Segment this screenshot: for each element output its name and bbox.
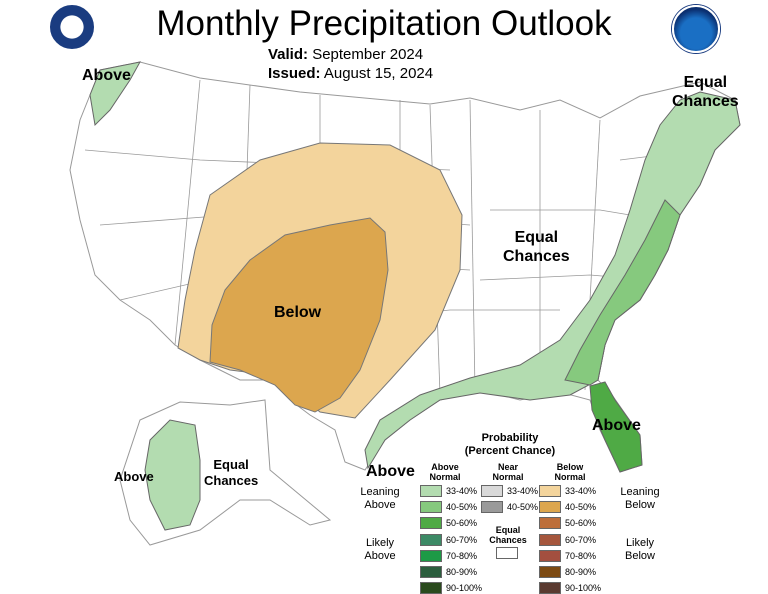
legend-leaning-below-line1: Leaning <box>620 486 660 498</box>
label-equal-central-line1: Equal <box>514 229 559 246</box>
legend-col-above: Above Normal <box>420 462 470 482</box>
legend-below-range-label: 40-50% <box>565 502 597 513</box>
legend-below-swatch <box>539 501 561 514</box>
legend-below-swatch <box>539 517 561 530</box>
legend-col-near-line1: Near <box>497 462 518 472</box>
legend-below-range-label: 50-60% <box>565 518 597 529</box>
legend-likely-below: Likely Below <box>612 537 668 563</box>
legend-above-swatch <box>420 549 442 562</box>
legend-col-below-line2: Normal <box>554 472 586 482</box>
legend-near-swatch <box>481 485 503 497</box>
label-above-se: Above <box>592 417 641 434</box>
legend-title: Probability (Percent Chance) <box>450 432 570 458</box>
legend-above-range-label: 80-90% <box>446 567 478 577</box>
legend-col-near-line2: Normal <box>492 472 524 482</box>
legend-above-swatch <box>420 501 442 514</box>
legend-above-swatch <box>420 485 442 497</box>
legend-likely-above: Likely Above <box>352 537 408 563</box>
legend-below-swatch <box>539 533 561 546</box>
legend-above-range-label: 90-100% <box>446 583 483 594</box>
legend-above-swatch <box>420 533 442 546</box>
legend-near-range-label: 40-50% <box>507 502 539 513</box>
legend-equal-line2: Chances <box>489 535 527 545</box>
legend-below-range-label: 60-70% <box>565 534 597 545</box>
legend-col-above-line2: Normal <box>429 472 461 482</box>
alaska-above-region <box>144 419 201 531</box>
legend-col-below: Below Normal <box>545 462 595 482</box>
legend-above-range-label: 70-80% <box>446 550 478 561</box>
legend-near-swatch <box>481 501 503 514</box>
legend-leaning-above: Leaning Above <box>352 486 408 512</box>
legend-equal-line1: Equal <box>495 525 521 535</box>
legend-leaning-below-line2: Below <box>625 499 655 511</box>
legend-below-range-label: 80-90% <box>565 567 597 577</box>
legend-below-swatch <box>539 549 561 562</box>
label-equal-central: Equal Chances <box>503 228 570 266</box>
legend-likely-above-line1: Likely <box>365 537 395 549</box>
label-above-nw: Above <box>82 67 131 84</box>
legend-title-line2: (Percent Chance) <box>464 445 556 457</box>
legend-above-range-label: 60-70% <box>446 534 478 545</box>
legend-col-above-line1: Above <box>431 462 459 472</box>
legend-near-range-label: 33-40% <box>507 486 539 496</box>
legend-equal-swatch <box>496 547 518 559</box>
legend-above-swatch <box>420 566 442 578</box>
legend-col-below-line1: Below <box>556 462 584 472</box>
label-equal-ne-line1: Equal <box>683 74 728 91</box>
nw-above-region <box>89 61 141 127</box>
legend-above-range-label: 50-60% <box>446 518 478 529</box>
label-equal-ak-line2: Chances <box>204 473 259 488</box>
legend-below-range-label: 70-80% <box>565 550 597 561</box>
label-equal-ak-line1: Equal <box>213 457 249 472</box>
issued-value: August 15, 2024 <box>323 65 434 82</box>
legend-leaning-above-line2: Above <box>364 499 396 511</box>
legend-below-swatch <box>539 566 561 578</box>
legend-equal-chances: Equal Chances <box>483 525 533 545</box>
legend-below-swatch <box>539 582 561 594</box>
legend-above-range-label: 33-40% <box>446 486 478 496</box>
legend-title-line1: Probability <box>481 432 539 444</box>
valid-value: September 2024 <box>312 46 424 63</box>
legend-likely-below-line2: Below <box>625 550 655 562</box>
legend-likely-above-line2: Above <box>364 550 396 562</box>
legend-col-near: Near Normal <box>483 462 533 482</box>
issued-label: Issued: <box>268 65 321 82</box>
label-above-ak: Above <box>114 469 154 484</box>
legend-above-range-label: 40-50% <box>446 502 478 513</box>
legend-likely-below-line1: Likely <box>625 537 655 549</box>
legend-above-swatch <box>420 582 442 594</box>
legend-below-swatch <box>539 485 561 497</box>
legend: Probability (Percent Chance) Above Norma… <box>350 430 768 594</box>
valid-line: Valid: September 2024 <box>268 46 423 63</box>
legend-below-range-label: 33-40% <box>565 486 597 496</box>
east-above-likely-region <box>564 199 681 386</box>
label-equal-ak: Equal Chances <box>204 457 258 489</box>
legend-leaning-below: Leaning Below <box>612 486 668 512</box>
label-above-gulf: Above <box>366 463 415 480</box>
florida-above-region <box>589 381 643 473</box>
label-equal-central-line2: Chances <box>503 248 570 265</box>
label-equal-ne-line2: Chances <box>672 93 739 110</box>
legend-leaning-above-line1: Leaning <box>360 486 400 498</box>
label-below: Below <box>274 304 322 321</box>
page-title: Monthly Precipitation Outlook <box>156 4 612 43</box>
label-equal-ne: Equal Chances <box>672 73 739 111</box>
issued-line: Issued: August 15, 2024 <box>268 65 433 82</box>
valid-label: Valid: <box>268 46 309 63</box>
noaa-logo-icon <box>672 5 720 53</box>
below-region <box>209 217 389 413</box>
legend-above-swatch <box>420 517 442 530</box>
commerce-seal-icon <box>50 5 94 49</box>
legend-below-range-label: 90-100% <box>565 583 602 594</box>
